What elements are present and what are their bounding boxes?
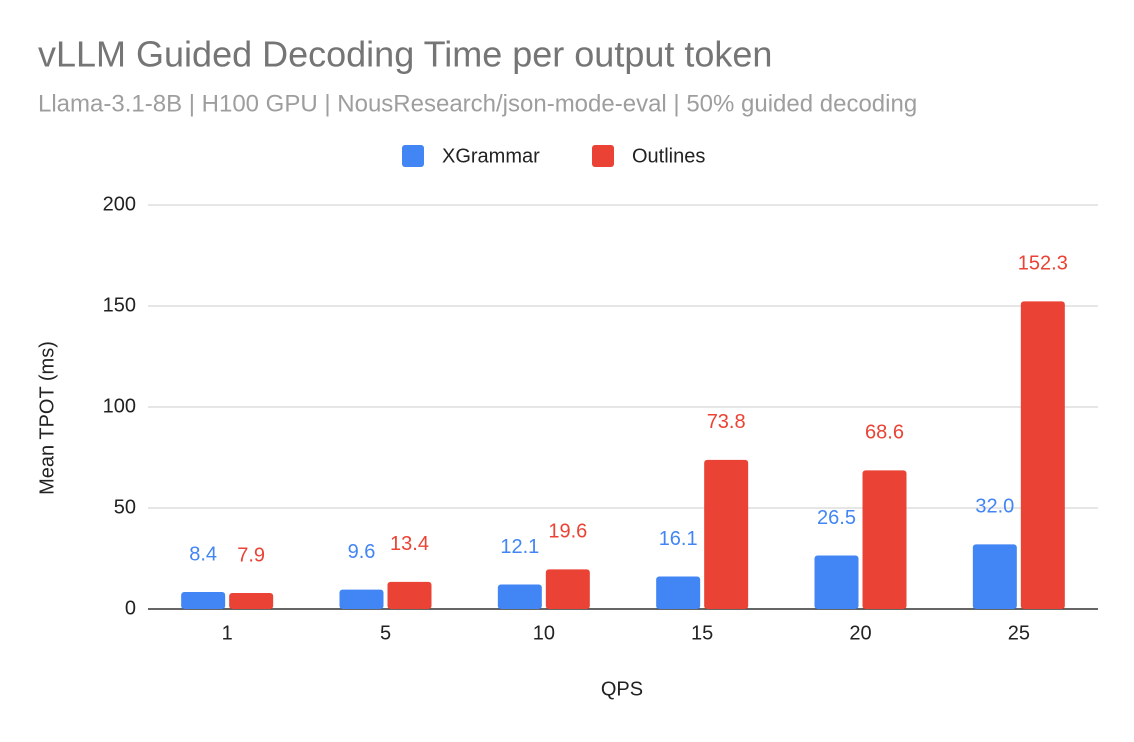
- bar: [704, 459, 749, 609]
- legend-swatch: [592, 145, 614, 167]
- y-tick-label: 50: [114, 496, 136, 518]
- legend-label: Outlines: [632, 145, 705, 167]
- y-tick-label: 200: [103, 193, 136, 215]
- data-label: 8.4: [189, 543, 217, 565]
- x-tick-label: 15: [691, 622, 713, 644]
- data-label: 7.9: [237, 544, 265, 566]
- legend-label: XGrammar: [442, 145, 540, 167]
- legend-swatch: [402, 145, 424, 167]
- data-label: 73.8: [707, 411, 746, 433]
- bar: [656, 576, 701, 609]
- data-label: 13.4: [390, 533, 429, 555]
- data-label: 12.1: [500, 536, 539, 558]
- x-tick-label: 25: [1008, 622, 1030, 644]
- x-tick-label: 10: [533, 622, 555, 644]
- bar: [545, 569, 590, 609]
- data-label: 32.0: [975, 496, 1014, 518]
- data-label: 16.1: [659, 528, 698, 550]
- data-label: 68.6: [865, 422, 904, 444]
- bar: [972, 544, 1017, 609]
- bar: [387, 581, 432, 609]
- bar: [862, 470, 907, 609]
- bar: [497, 584, 542, 609]
- y-tick-label: 150: [103, 294, 136, 316]
- x-tick-label: 20: [849, 622, 871, 644]
- chart-title: vLLM Guided Decoding Time per output tok…: [38, 34, 772, 75]
- data-label: 152.3: [1018, 253, 1068, 275]
- bar: [339, 589, 384, 609]
- y-tick-label: 100: [103, 395, 136, 417]
- data-label: 26.5: [817, 507, 856, 529]
- bar: [181, 592, 226, 609]
- y-axis-title: Mean TPOT (ms): [36, 341, 58, 495]
- bar: [814, 555, 859, 609]
- chart-subtitle: Llama-3.1-8B | H100 GPU | NousResearch/j…: [38, 90, 917, 117]
- y-tick-label: 0: [125, 597, 136, 619]
- bar: [1020, 301, 1065, 609]
- data-label: 9.6: [348, 541, 376, 563]
- bar: [229, 593, 274, 609]
- x-tick-label: 1: [222, 622, 233, 644]
- x-axis-title: QPS: [601, 678, 643, 700]
- data-label: 19.6: [548, 521, 587, 543]
- x-tick-label: 5: [380, 622, 391, 644]
